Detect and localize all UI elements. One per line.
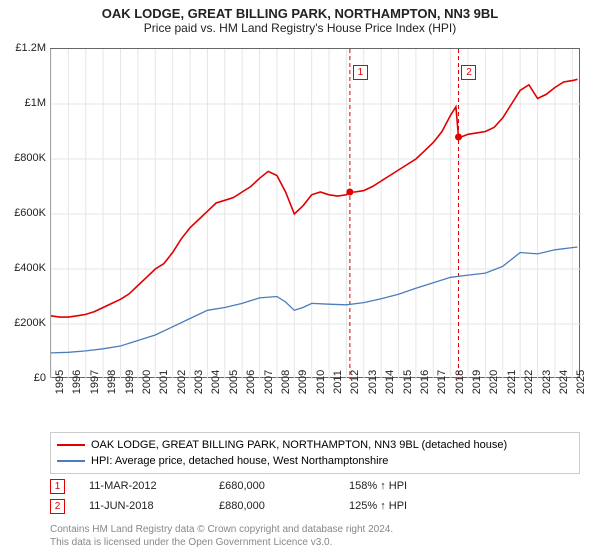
footer-attribution: Contains HM Land Registry data © Crown c… (50, 524, 393, 549)
x-tick-label: 2005 (228, 370, 240, 394)
x-tick-label: 2014 (384, 370, 396, 394)
plot-svg (51, 49, 579, 377)
footer-line-1: Contains HM Land Registry data © Crown c… (50, 524, 393, 537)
x-tick-label: 2022 (523, 370, 535, 394)
x-tick-label: 2025 (575, 370, 587, 394)
x-tick-label: 2019 (471, 370, 483, 394)
y-tick-label: £600K (14, 207, 46, 219)
x-tick-label: 2018 (454, 370, 466, 394)
legend-swatch (57, 444, 85, 446)
x-tick-label: 1995 (54, 370, 66, 394)
sale-date: 11-JUN-2018 (89, 500, 219, 512)
x-tick-label: 2004 (210, 370, 222, 394)
legend-swatch (57, 460, 85, 462)
x-tick-label: 2001 (158, 370, 170, 394)
x-tick-label: 2013 (367, 370, 379, 394)
legend: OAK LODGE, GREAT BILLING PARK, NORTHAMPT… (50, 432, 580, 474)
x-tick-label: 1996 (71, 370, 83, 394)
x-tick-label: 2021 (506, 370, 518, 394)
x-tick-label: 2009 (297, 370, 309, 394)
legend-label: OAK LODGE, GREAT BILLING PARK, NORTHAMPT… (91, 439, 507, 451)
x-tick-label: 2016 (419, 370, 431, 394)
y-tick-label: £200K (14, 317, 46, 329)
y-tick-label: £800K (14, 152, 46, 164)
x-tick-label: 1998 (106, 370, 118, 394)
chart-subtitle: Price paid vs. HM Land Registry's House … (0, 21, 600, 37)
x-tick-label: 2020 (488, 370, 500, 394)
x-tick-label: 2007 (263, 370, 275, 394)
y-tick-label: £400K (14, 262, 46, 274)
legend-item: HPI: Average price, detached house, West… (57, 453, 573, 469)
sale-row: 2 11-JUN-2018£880,000125% ↑ HPI (50, 496, 479, 516)
sale-price: £880,000 (219, 500, 349, 512)
y-tick-label: £1M (25, 97, 46, 109)
x-tick-label: 2011 (332, 370, 344, 394)
sale-date: 11-MAR-2012 (89, 480, 219, 492)
sale-pct: 158% ↑ HPI (349, 480, 479, 492)
sale-row: 1 11-MAR-2012£680,000158% ↑ HPI (50, 476, 479, 496)
sale-marker-1: 1 (353, 65, 368, 80)
x-tick-label: 2024 (558, 370, 570, 394)
sale-pct: 125% ↑ HPI (349, 500, 479, 512)
sale-row-marker: 2 (50, 499, 65, 514)
y-tick-label: £1.2M (15, 42, 46, 54)
x-tick-label: 2017 (436, 370, 448, 394)
x-tick-label: 1997 (89, 370, 101, 394)
series-hpi (51, 247, 578, 353)
x-tick-label: 2002 (176, 370, 188, 394)
x-tick-label: 2008 (280, 370, 292, 394)
series-property (51, 79, 578, 317)
legend-label: HPI: Average price, detached house, West… (91, 455, 388, 467)
x-tick-label: 1999 (124, 370, 136, 394)
sale-marker-2: 2 (461, 65, 476, 80)
chart-title: OAK LODGE, GREAT BILLING PARK, NORTHAMPT… (0, 0, 600, 21)
x-tick-label: 2010 (315, 370, 327, 394)
x-tick-label: 2003 (193, 370, 205, 394)
y-tick-label: £0 (34, 372, 46, 384)
sales-table: 1 11-MAR-2012£680,000158% ↑ HPI 2 11-JUN-20… (50, 476, 479, 516)
x-tick-label: 2023 (541, 370, 553, 394)
footer-line-2: This data is licensed under the Open Gov… (50, 537, 393, 550)
sale-row-marker: 1 (50, 479, 65, 494)
x-tick-label: 2006 (245, 370, 257, 394)
plot-area (50, 48, 580, 378)
legend-item: OAK LODGE, GREAT BILLING PARK, NORTHAMPT… (57, 437, 573, 453)
x-tick-label: 2015 (402, 370, 414, 394)
chart-container: OAK LODGE, GREAT BILLING PARK, NORTHAMPT… (0, 0, 600, 560)
x-tick-label: 2012 (349, 370, 361, 394)
x-tick-label: 2000 (141, 370, 153, 394)
sale-price: £680,000 (219, 480, 349, 492)
